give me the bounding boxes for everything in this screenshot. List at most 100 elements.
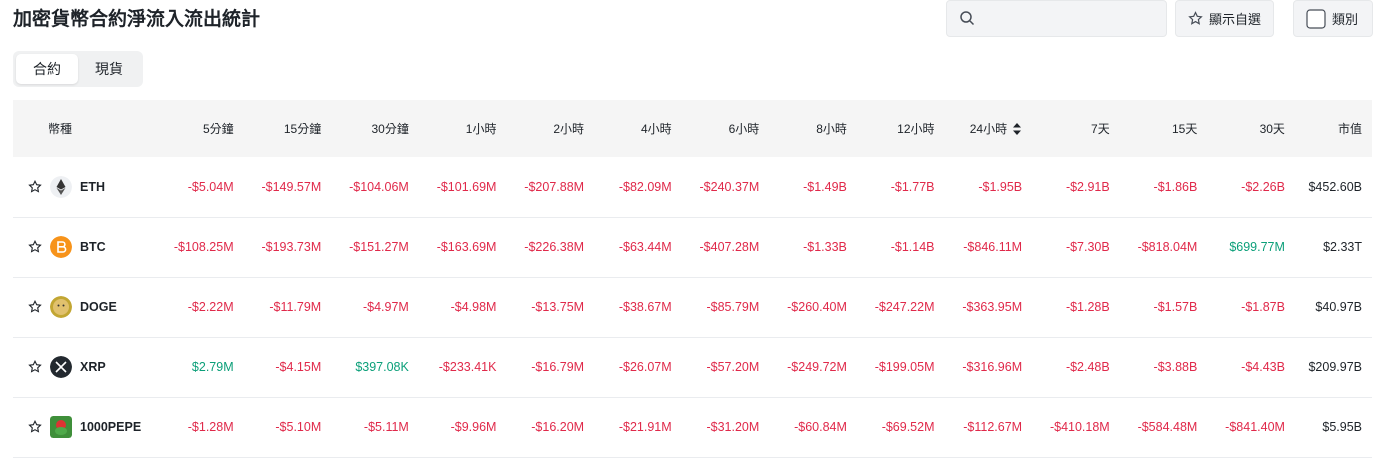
net-flow: -$82.09M xyxy=(586,157,674,218)
category-button[interactable]: 類別 xyxy=(1293,0,1373,37)
coin-symbol: BTC xyxy=(80,240,106,254)
net-flow: -$316.96M xyxy=(936,337,1025,398)
net-flow: $397.08K xyxy=(323,337,411,398)
net-flow: -$26.07M xyxy=(586,337,674,398)
net-flow: -$247.22M xyxy=(848,277,937,338)
net-flow: -$16.79M xyxy=(498,337,587,398)
coin-icon xyxy=(50,356,72,378)
net-flow: -$9.96M xyxy=(410,397,499,458)
coin-row[interactable]: XRP $2.79M -$4.15M $397.08K -$233.41K -$16.79… xyxy=(13,337,1372,398)
net-flow: -$7.30B xyxy=(1024,217,1112,278)
coin-cell: XRP xyxy=(13,337,149,398)
net-flow: -$407.28M xyxy=(673,217,762,278)
net-flow: -$584.48M xyxy=(1111,397,1200,458)
net-flow: -$57.20M xyxy=(673,337,762,398)
sort-icon xyxy=(1013,123,1022,135)
coin-icon xyxy=(50,236,72,258)
star-icon xyxy=(1188,11,1203,25)
column-header[interactable]: 4小時 xyxy=(586,100,674,157)
market-cap: $2.33T xyxy=(1286,217,1372,278)
net-flow: -$2.26B xyxy=(1199,157,1287,218)
net-flow: $699.77M xyxy=(1199,217,1287,278)
net-flow: -$249.72M xyxy=(761,337,849,398)
coin-cell: ETH xyxy=(13,157,149,218)
net-flow: -$4.97M xyxy=(323,277,411,338)
coin-row[interactable]: DOGE -$2.22M -$11.79M -$4.97M -$4.98M -$13.75… xyxy=(13,277,1372,338)
column-header[interactable]: 30天 xyxy=(1199,100,1287,157)
coin-symbol: DOGE xyxy=(80,300,117,314)
column-header[interactable]: 市值 xyxy=(1286,100,1372,157)
market-cap: $452.60B xyxy=(1286,157,1372,218)
flow-table: 幣種 5分鐘 15分鐘 30分鐘 1小時 2小時 4小時 6小時 8小時 12小時 24小時 7天 15… xyxy=(13,100,1372,458)
favorite-star[interactable] xyxy=(28,179,42,194)
net-flow: -$240.37M xyxy=(673,157,762,218)
column-header[interactable]: 8小時 xyxy=(761,100,849,157)
search-input[interactable] xyxy=(946,0,1167,37)
coin-cell: DOGE xyxy=(13,277,149,338)
net-flow: -$4.98M xyxy=(410,277,499,338)
tab[interactable]: 合約 xyxy=(16,54,78,84)
net-flow: -$260.40M xyxy=(761,277,849,338)
net-flow: -$1.49B xyxy=(761,157,849,218)
net-flow: -$60.84M xyxy=(761,397,849,458)
net-flow: -$193.73M xyxy=(235,217,324,278)
net-flow: $2.79M xyxy=(148,337,236,398)
coin-cell: BTC xyxy=(13,217,149,278)
net-flow: -$818.04M xyxy=(1111,217,1200,278)
coin-row[interactable]: 1000PEPE -$1.28M -$5.10M -$5.11M -$9.96M -$16… xyxy=(13,397,1372,458)
checkbox xyxy=(1306,8,1326,29)
net-flow: -$5.11M xyxy=(323,397,411,458)
net-flow: -$1.95B xyxy=(936,157,1025,218)
column-header[interactable]: 7天 xyxy=(1024,100,1112,157)
column-header[interactable]: 1小時 xyxy=(410,100,499,157)
market-tabs: 合約 現貨 xyxy=(13,51,143,87)
market-cap: $5.95B xyxy=(1286,397,1372,458)
favorites-label: 顯示自選 xyxy=(1209,12,1262,27)
net-flow: -$151.27M xyxy=(323,217,411,278)
net-flow: -$1.86B xyxy=(1111,157,1200,218)
column-header[interactable]: 24小時 xyxy=(936,100,1025,157)
net-flow: -$16.20M xyxy=(498,397,587,458)
net-flow: -$1.14B xyxy=(848,217,937,278)
coin: BTC xyxy=(28,236,146,258)
column-header[interactable]: 6小時 xyxy=(673,100,762,157)
net-flow: -$226.38M xyxy=(498,217,587,278)
favorites-button[interactable]: 顯示自選 xyxy=(1175,0,1275,37)
column-header[interactable]: 30分鐘 xyxy=(323,100,411,157)
net-flow: -$108.25M xyxy=(148,217,236,278)
tab[interactable]: 現貨 xyxy=(95,61,123,77)
market-cap: $40.97B xyxy=(1286,277,1372,338)
column-header[interactable]: 15天 xyxy=(1111,100,1200,157)
favorite-star[interactable] xyxy=(28,240,42,254)
coin: XRP xyxy=(28,356,146,378)
net-flow: -$3.88B xyxy=(1111,337,1200,398)
search-icon xyxy=(960,11,975,26)
net-flow: -$5.10M xyxy=(235,397,324,458)
net-flow: -$1.87B xyxy=(1199,277,1287,338)
net-flow: -$163.69M xyxy=(410,217,499,278)
column-header: 幣種 xyxy=(13,100,149,157)
net-flow: -$31.20M xyxy=(673,397,762,458)
coin: ETH xyxy=(28,175,146,198)
favorite-star[interactable] xyxy=(28,360,42,374)
favorite-star[interactable] xyxy=(28,300,42,314)
column-header[interactable]: 12小時 xyxy=(848,100,937,157)
net-flow: -$112.67M xyxy=(936,397,1025,458)
page-title: 加密貨幣合約淨流入流出統計 xyxy=(13,9,261,30)
net-flow: -$4.43B xyxy=(1199,337,1287,398)
column-header[interactable]: 2小時 xyxy=(498,100,587,157)
favorite-star[interactable] xyxy=(28,420,42,434)
net-flow: -$69.52M xyxy=(848,397,937,458)
category-label: 類別 xyxy=(1332,12,1359,27)
net-flow: -$5.04M xyxy=(148,157,236,218)
net-flow: -$2.48B xyxy=(1024,337,1112,398)
column-header[interactable]: 15分鐘 xyxy=(235,100,324,157)
net-flow: -$199.05M xyxy=(848,337,937,398)
net-flow: -$13.75M xyxy=(498,277,587,338)
column-header[interactable]: 5分鐘 xyxy=(148,100,236,157)
coin-row[interactable]: ETH -$5.04M -$149.57M -$104.06M -$101.69M -$2… xyxy=(13,157,1372,218)
net-flow: -$233.41K xyxy=(410,337,499,398)
net-flow: -$841.40M xyxy=(1199,397,1287,458)
coin-row[interactable]: BTC -$108.25M -$193.73M -$151.27M -$163.69M -… xyxy=(13,217,1372,278)
